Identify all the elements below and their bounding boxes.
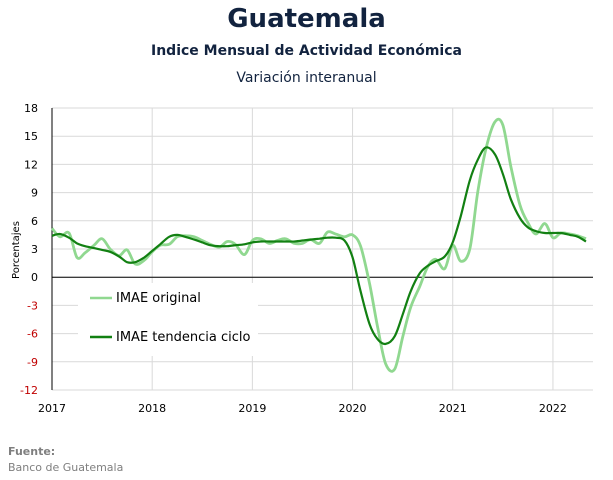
- chart-subtitle: Indice Mensual de Actividad Económica: [151, 43, 462, 59]
- x-tick-label: 2017: [38, 402, 66, 415]
- y-tick-label: 3: [31, 243, 38, 256]
- series-lines: [50, 117, 587, 373]
- tick-labels: -12 -9 -6 -3 0 3 6 9 12 15 18 2017 2018 2019 2020 2021 2…: [20, 102, 567, 415]
- y-tick-label: 15: [24, 130, 38, 143]
- axes: [51, 108, 593, 390]
- series-line-imae-original: [50, 117, 587, 373]
- y-tick-label: -6: [27, 328, 38, 341]
- x-tick-label: 2020: [339, 402, 367, 415]
- series-line-imae-tendencia: [51, 146, 587, 346]
- legend: IMAE original IMAE tendencia ciclo: [78, 283, 258, 356]
- x-tick-label: 2018: [138, 402, 166, 415]
- y-tick-label: 0: [31, 271, 38, 284]
- y-tick-label: 18: [24, 102, 38, 115]
- legend-box: [78, 283, 258, 356]
- x-tick-label: 2021: [439, 402, 467, 415]
- chart-subtitle-secondary: Variación interanual: [236, 70, 377, 86]
- y-axis-label: Porcentajes: [11, 221, 22, 279]
- x-tick-label: 2022: [539, 402, 567, 415]
- legend-label-original: IMAE original: [116, 291, 201, 306]
- y-tick-label: -9: [27, 356, 38, 369]
- y-tick-label: 12: [24, 158, 38, 171]
- y-tick-label: 6: [31, 215, 38, 228]
- chart-title: Guatemala: [227, 4, 386, 34]
- y-tick-label: 9: [31, 187, 38, 200]
- source-label: Fuente:: [8, 445, 56, 458]
- legend-label-trend: IMAE tendencia ciclo: [116, 330, 250, 345]
- y-tick-label: -3: [27, 299, 38, 312]
- x-tick-label: 2019: [238, 402, 266, 415]
- y-tick-label: -12: [20, 384, 38, 397]
- source-value: Banco de Guatemala: [8, 461, 124, 474]
